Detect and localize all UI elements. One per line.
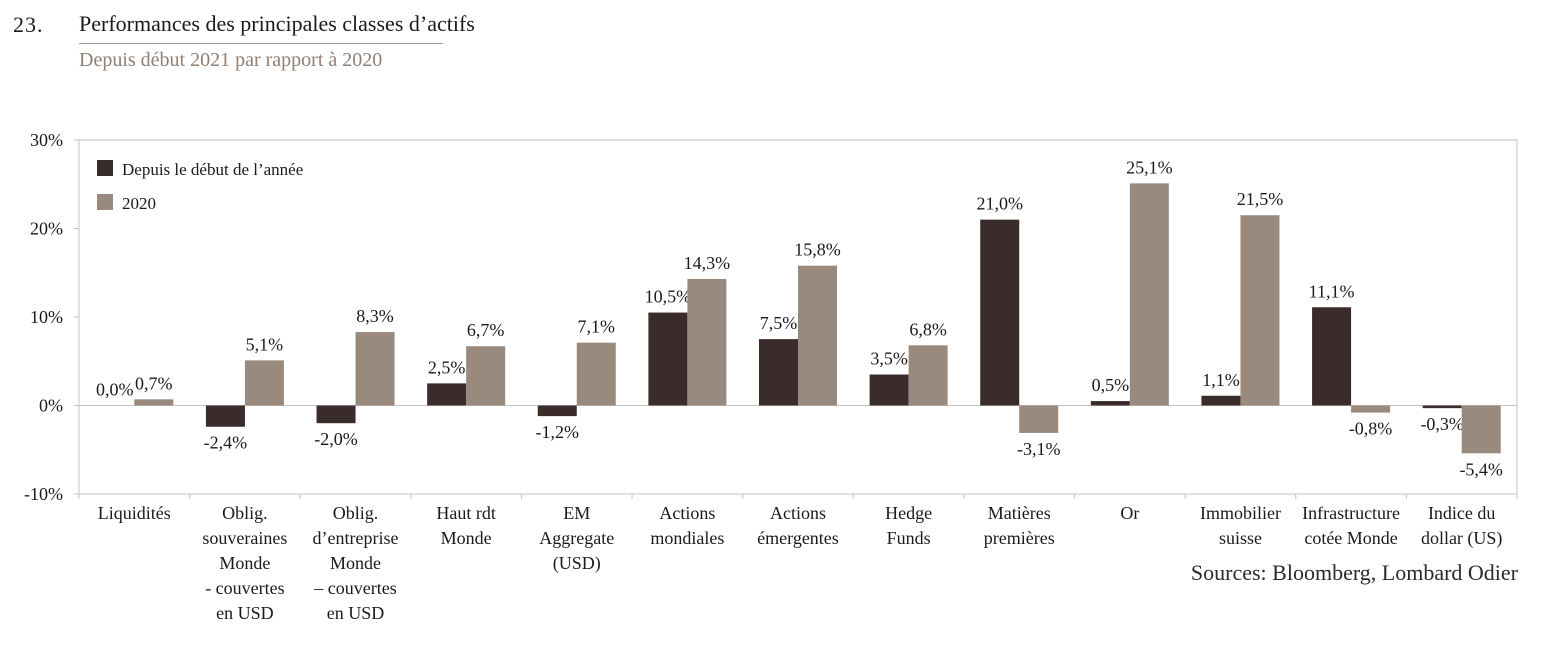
chart-number: 23. xyxy=(13,12,44,37)
bar-2020 xyxy=(134,399,174,406)
x-tick-label: (USD) xyxy=(553,553,601,574)
x-tick-label: premières xyxy=(984,528,1055,548)
bar-2020 xyxy=(1461,405,1501,454)
data-label: 6,8% xyxy=(909,319,947,339)
data-label: 0,0% xyxy=(96,380,134,400)
x-tick-label: Indice du xyxy=(1428,503,1495,523)
bar-ytd xyxy=(980,219,1020,406)
x-tick-label: - couvertes xyxy=(205,578,284,598)
bar-2020 xyxy=(1019,405,1059,433)
x-tick-label: en USD xyxy=(327,603,385,623)
data-label: -2,0% xyxy=(314,429,358,449)
x-tick-label: dollar (US) xyxy=(1421,528,1502,549)
bar-2020 xyxy=(687,278,727,406)
x-tick-label: Immobilier xyxy=(1200,503,1281,523)
bar-ytd xyxy=(648,312,688,406)
data-label: -1,2% xyxy=(536,422,580,442)
bar-2020 xyxy=(908,345,948,406)
legend-swatch-ytd xyxy=(97,160,113,176)
x-tick-label: en USD xyxy=(216,603,274,623)
data-label: 21,0% xyxy=(976,194,1023,214)
data-label: 5,1% xyxy=(246,334,284,354)
data-label: 21,5% xyxy=(1237,189,1284,209)
x-tick-label: émergentes xyxy=(757,528,839,548)
x-tick-label: souveraines xyxy=(202,528,287,548)
legend-label-ytd: Depuis le début de l’année xyxy=(122,160,303,179)
data-label: -2,4% xyxy=(204,433,248,453)
legend-label-2020: 2020 xyxy=(122,194,156,213)
x-tick-label: Infrastructure xyxy=(1302,503,1400,523)
bar-ytd xyxy=(869,374,909,406)
data-label: -5,4% xyxy=(1459,459,1503,479)
data-label: 14,3% xyxy=(684,253,731,273)
bar-ytd xyxy=(759,339,798,406)
x-tick-label: Monde xyxy=(219,553,270,573)
y-tick-label: -10% xyxy=(24,484,63,504)
data-label: 10,5% xyxy=(645,287,692,307)
bar-ytd xyxy=(1312,307,1352,406)
data-label: 3,5% xyxy=(870,349,908,369)
bar-ytd xyxy=(1090,401,1130,406)
chart-subtitle: Depuis début 2021 par rapport à 2020 xyxy=(79,49,383,71)
x-tick-label: Or xyxy=(1120,503,1139,523)
y-tick-label: 0% xyxy=(39,396,63,416)
x-tick-label: Haut rdt xyxy=(436,503,495,523)
y-tick-label: 30% xyxy=(30,130,63,150)
bar-2020 xyxy=(355,332,395,406)
x-tick-label: suisse xyxy=(1219,528,1262,548)
x-tick-label: mondiales xyxy=(650,528,724,548)
bar-2020 xyxy=(1240,215,1280,406)
x-tick-label: Aggregate xyxy=(539,528,614,548)
data-label: 0,5% xyxy=(1092,375,1130,395)
data-label: 11,1% xyxy=(1309,281,1355,301)
bar-ytd xyxy=(316,405,356,424)
data-label: 25,1% xyxy=(1126,157,1173,177)
bar-2020 xyxy=(798,265,837,406)
data-label: -0,8% xyxy=(1349,419,1393,439)
data-label: 7,5% xyxy=(760,313,798,333)
data-label: 8,3% xyxy=(356,306,394,326)
data-label: 15,8% xyxy=(794,240,841,260)
y-tick-label: 20% xyxy=(30,219,63,239)
data-label: -3,1% xyxy=(1017,439,1061,459)
bar-2020 xyxy=(466,346,506,406)
x-tick-label: Actions xyxy=(770,503,826,523)
x-tick-label: Matières xyxy=(988,503,1051,523)
x-tick-label: Liquidités xyxy=(98,503,171,523)
x-tick-label: cotée Monde xyxy=(1304,528,1397,548)
x-tick-label: Monde xyxy=(330,553,381,573)
x-tick-label: Oblig. xyxy=(222,503,268,523)
x-tick-label: Hedge xyxy=(885,503,932,523)
data-label: -0,3% xyxy=(1420,414,1464,434)
data-label: 6,7% xyxy=(467,320,505,340)
data-label: 0,7% xyxy=(135,373,173,393)
x-tick-label: – couvertes xyxy=(313,578,396,598)
source-note: Sources: Bloomberg, Lombard Odier xyxy=(1190,560,1518,585)
x-tick-label: Actions xyxy=(659,503,715,523)
y-tick-label: 10% xyxy=(30,307,63,327)
x-tick-label: Oblig. xyxy=(333,503,379,523)
bar-ytd xyxy=(537,405,577,417)
bar-ytd xyxy=(427,383,467,406)
bar-2020 xyxy=(244,360,284,406)
x-tick-label: d’entreprise xyxy=(313,528,399,548)
x-tick-label: Monde xyxy=(441,528,492,548)
x-tick-label: Funds xyxy=(887,528,931,548)
bar-2020 xyxy=(576,342,616,406)
bar-2020 xyxy=(1351,405,1391,413)
data-label: 2,5% xyxy=(428,357,466,377)
x-tick-label: EM xyxy=(563,503,590,523)
bar-ytd xyxy=(1422,405,1462,409)
bar-ytd xyxy=(205,405,245,427)
data-label: 1,1% xyxy=(1202,370,1240,390)
data-label: 7,1% xyxy=(578,317,616,337)
chart-title: Performances des principales classes d’a… xyxy=(79,11,475,44)
bar-2020 xyxy=(1129,183,1169,406)
bar-ytd xyxy=(1201,395,1241,406)
legend-swatch-2020 xyxy=(97,194,113,210)
